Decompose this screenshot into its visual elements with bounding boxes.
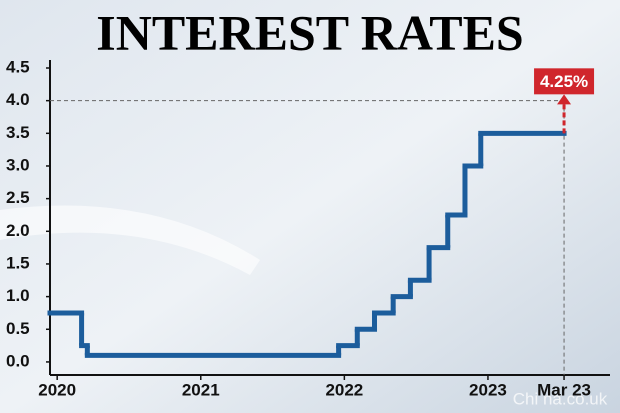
x-tick-label: 2020: [38, 380, 76, 399]
y-tick-label: 2.5: [6, 188, 30, 207]
x-tick-label: 2023: [469, 380, 507, 399]
y-tick-label: 3.5: [6, 123, 30, 142]
y-tick-label: 0.0: [6, 351, 30, 370]
annotation-label: 4.25%: [540, 72, 588, 91]
x-tick-label: 2022: [325, 380, 363, 399]
y-tick-label: 4.0: [6, 90, 30, 109]
y-tick-label: 2.0: [6, 221, 30, 240]
y-tick-label: 1.0: [6, 286, 30, 305]
chart-title: INTEREST RATES: [96, 4, 524, 60]
y-tick-label: 0.5: [6, 319, 30, 338]
y-tick-label: 3.0: [6, 155, 30, 174]
annotation-box: [534, 68, 595, 95]
y-tick-label: 4.5: [6, 57, 30, 76]
arrow-head: [557, 94, 572, 105]
watermark: Chi na.co.uk: [513, 389, 608, 408]
rate-line: [47, 130, 567, 358]
x-tick-label: Mar 23: [537, 380, 591, 399]
x-tick-label: 2021: [182, 380, 220, 399]
pen-decoration: [0, 205, 260, 275]
y-tick-label: 1.5: [6, 253, 30, 272]
